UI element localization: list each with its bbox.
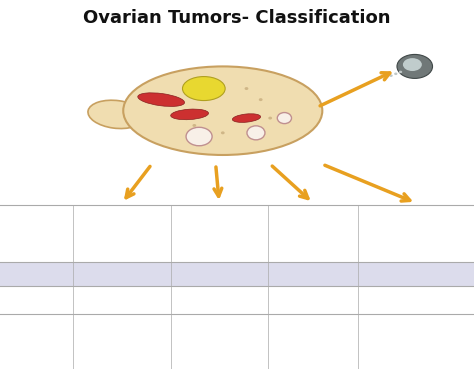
Text: Variable: Variable [393, 295, 438, 305]
Ellipse shape [88, 100, 144, 128]
Text: 3. Ovarian
stroma
"Sex-Cord
Stromal Tumors": 3. Ovarian stroma "Sex-Cord Stromal Tumo… [264, 210, 362, 256]
Ellipse shape [277, 113, 292, 124]
Ellipse shape [403, 58, 422, 71]
Ellipse shape [192, 124, 196, 127]
Text: - Mature Teratoma
- Dysgerminoma
- Yolk sac,
  choriocarcinoma,
  Embryonal carc: - Mature Teratoma - Dysgerminoma - Yolk … [167, 316, 272, 368]
Text: 15-20%: 15-20% [198, 269, 241, 279]
Text: 1. Surface
epithelial cells
"Epithelial Tumors": 1. Surface epithelial cells "Epithelial … [65, 216, 179, 251]
Text: 2. Germ cell
"Germ-Cell
Tumors": 2. Germ cell "Germ-Cell Tumors" [184, 216, 255, 251]
Text: All ages: All ages [291, 295, 335, 305]
Ellipse shape [397, 55, 432, 79]
Bar [0, 205, 474, 262]
Ellipse shape [247, 126, 265, 140]
Ellipse shape [171, 109, 209, 120]
Bar [0, 262, 474, 286]
Text: 20 + years: 20 + years [91, 295, 153, 305]
Text: Types*
(*The ones we
will discuss): Types* (*The ones we will discuss) [0, 325, 77, 360]
Ellipse shape [211, 91, 215, 94]
Text: Frequency: Frequency [8, 269, 66, 279]
Text: 4. Other
(Metastases): 4. Other (Metastases) [378, 223, 454, 244]
Ellipse shape [138, 93, 184, 106]
Bar [0, 286, 474, 314]
Ellipse shape [183, 87, 187, 90]
Ellipse shape [164, 102, 168, 105]
Text: Ovarian Tumors- Classification: Ovarian Tumors- Classification [83, 9, 391, 27]
Ellipse shape [123, 66, 322, 155]
Text: 5%: 5% [407, 269, 425, 279]
Text: 5-10%: 5-10% [295, 269, 331, 279]
Text: - Serous
- Mucinous
- Endometrioid: - Serous - Mucinous - Endometrioid [86, 325, 158, 359]
Ellipse shape [268, 117, 272, 120]
Ellipse shape [389, 75, 392, 77]
Ellipse shape [394, 73, 397, 75]
Text: 65-70%: 65-70% [100, 269, 144, 279]
Text: Age group
affected: Age group affected [8, 289, 65, 311]
Text: Origin: Origin [20, 228, 54, 238]
Ellipse shape [399, 71, 402, 73]
Bar [0, 314, 474, 369]
Ellipse shape [245, 87, 248, 90]
Text: 0-25 +years: 0-25 +years [185, 295, 254, 305]
Ellipse shape [232, 114, 261, 123]
Ellipse shape [182, 77, 225, 101]
Ellipse shape [186, 127, 212, 146]
Text: Krukenberg
Tumor: Krukenberg Tumor [379, 331, 453, 353]
Ellipse shape [221, 131, 225, 134]
Text: - Adult
  Granulosa Cell
  tumor
- Fibroma/Theco
  ma: - Adult Granulosa Cell tumor - Fibroma/T… [273, 313, 352, 369]
Ellipse shape [259, 98, 263, 101]
